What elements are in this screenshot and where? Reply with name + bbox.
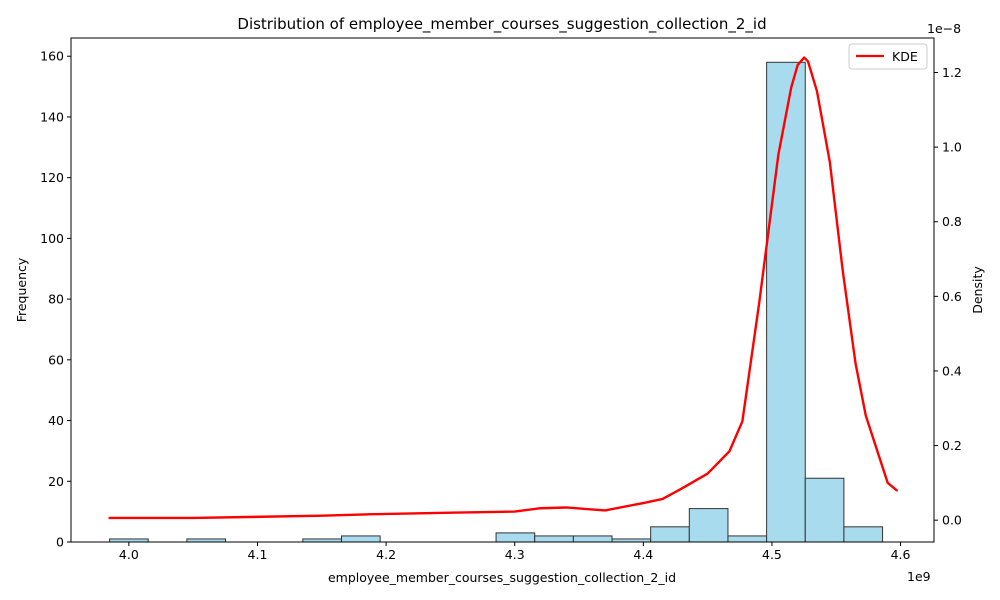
plot-frame (70, 37, 935, 543)
histogram-bar (727, 535, 768, 543)
kde-line (108, 56, 898, 520)
y-tick-label: 140 (40, 109, 64, 124)
x-tick-label: 4.6 (891, 547, 911, 562)
x-tick-label: 4.0 (119, 547, 139, 562)
y2-tick-label: 1.0 (942, 140, 962, 155)
x-tick-label: 4.4 (633, 547, 653, 562)
histogram-bar (572, 535, 613, 543)
kde-series (108, 56, 898, 520)
y-tick-label: 160 (40, 49, 64, 64)
y-tick-label: 0 (56, 535, 64, 550)
histogram-bar (534, 535, 574, 543)
x-tick-label: 4.1 (248, 547, 268, 562)
x-axis-ticks: 4.0 4.1 4.2 4.3 4.4 4.5 4.6 (119, 542, 911, 562)
legend: KDE (848, 43, 928, 70)
y-axis-ticks: 0 20 40 60 80 100 120 140 160 (40, 49, 71, 550)
chart-title: Distribution of employee_member_courses_… (237, 15, 766, 34)
x-offset-label: 1e9 (907, 569, 931, 584)
histogram-bar (650, 526, 690, 543)
legend-box (848, 43, 928, 70)
y2-offset-label: 1e−8 (927, 21, 961, 36)
histogram-bars (109, 61, 884, 543)
y2-tick-label: 1.2 (942, 65, 962, 80)
histogram-bar (340, 535, 381, 543)
x-tick-label: 4.5 (762, 547, 782, 562)
histogram-bar (804, 477, 845, 543)
y-axis-label: Frequency (14, 257, 29, 322)
y2-tick-label: 0.0 (942, 513, 962, 528)
y-tick-label: 60 (48, 352, 64, 367)
y2-tick-label: 0.2 (942, 438, 962, 453)
y-tick-label: 120 (40, 170, 64, 185)
legend-kde-label: KDE (892, 49, 918, 64)
y-tick-label: 20 (48, 474, 64, 489)
y2-tick-label: 0.6 (942, 289, 962, 304)
histogram-bar (495, 532, 536, 543)
histogram-bar (688, 508, 729, 543)
y2-tick-label: 0.4 (942, 363, 962, 378)
y2-tick-label: 0.8 (942, 214, 962, 229)
y-tick-label: 100 (40, 231, 64, 246)
x-tick-label: 4.3 (505, 547, 525, 562)
histogram-bar (766, 61, 806, 543)
y2-axis-label: Density (970, 266, 985, 314)
y-tick-label: 80 (48, 292, 64, 307)
y2-axis-ticks: 0.0 0.2 0.4 0.6 0.8 1.0 1.2 (934, 65, 962, 528)
histogram-bar (843, 526, 884, 543)
y-tick-label: 40 (48, 413, 64, 428)
x-axis-label: employee_member_courses_suggestion_colle… (328, 570, 676, 585)
x-tick-label: 4.2 (376, 547, 396, 562)
